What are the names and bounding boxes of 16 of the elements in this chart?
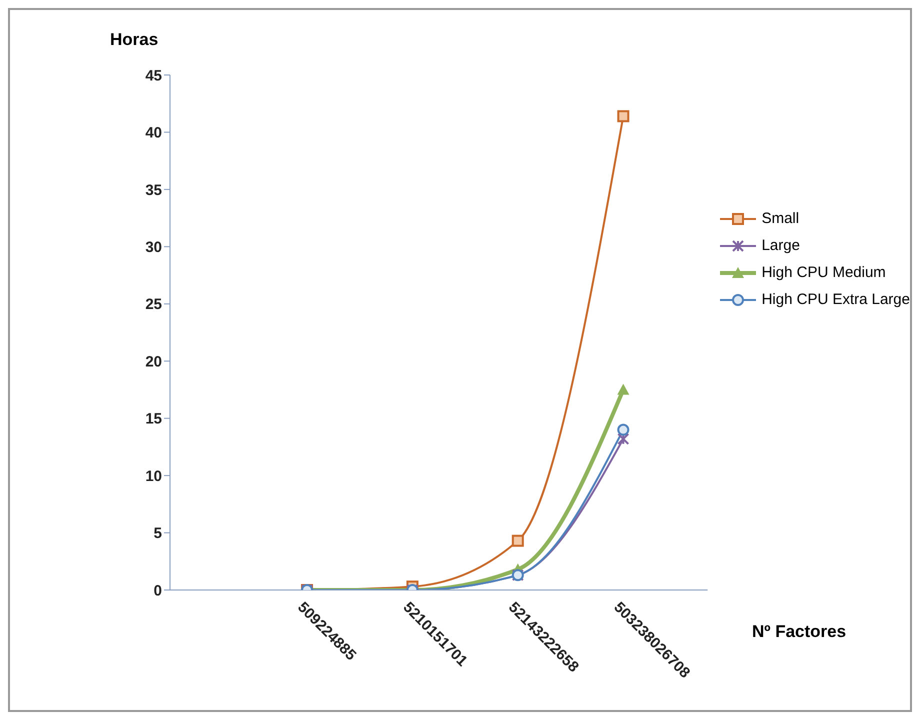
y-axis-title: Horas bbox=[110, 30, 158, 50]
x-axis-title: Nº Factores bbox=[752, 622, 846, 642]
y-tick-label: 0 bbox=[154, 582, 162, 600]
y-tick-label: 25 bbox=[145, 296, 162, 314]
y-tick-label: 15 bbox=[145, 410, 162, 428]
y-tick-label: 20 bbox=[145, 353, 162, 370]
y-tick-label: 5 bbox=[154, 525, 162, 542]
y-tick-label: 30 bbox=[145, 238, 162, 256]
y-tick-label: 45 bbox=[145, 67, 162, 84]
legend-label: Small bbox=[762, 210, 800, 227]
y-tick-label: 10 bbox=[145, 468, 162, 485]
legend-label: High CPU Medium bbox=[762, 264, 886, 281]
legend-label: Large bbox=[762, 237, 800, 254]
y-tick-label: 40 bbox=[145, 124, 162, 142]
y-tick-label: 35 bbox=[145, 182, 162, 199]
legend-label: High CPU Extra Large bbox=[762, 291, 910, 308]
